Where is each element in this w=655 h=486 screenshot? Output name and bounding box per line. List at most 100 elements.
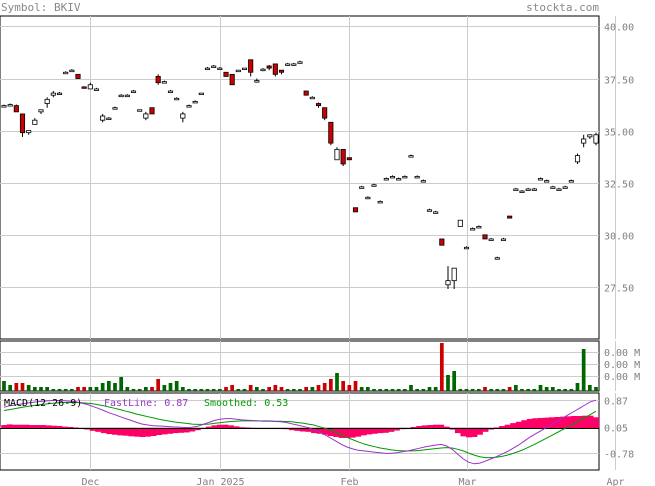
macd-histogram-bar	[443, 426, 450, 429]
volume-bar	[125, 387, 130, 391]
candle-body	[56, 92, 63, 96]
macd-histogram-bar	[12, 424, 19, 429]
macd-histogram-bar	[554, 416, 561, 429]
macd-panel	[0, 392, 600, 471]
volume-bar	[489, 389, 494, 391]
candle-body	[544, 180, 550, 183]
volume-bar	[557, 389, 561, 391]
volume-bar	[365, 387, 370, 391]
macd-histogram-bar	[228, 425, 234, 429]
volume-bar	[162, 385, 167, 391]
volume-bar	[538, 385, 543, 391]
macd-histogram-bar	[482, 428, 489, 432]
volume-bar	[217, 389, 222, 391]
candle-body	[340, 148, 346, 165]
macd-histogram-bar	[460, 428, 467, 437]
macd-histogram-bar	[239, 427, 245, 429]
volume-bar	[550, 387, 555, 391]
macd-tick-label: 0.05	[604, 424, 628, 435]
candle-body	[118, 94, 124, 98]
volume-bar	[421, 389, 426, 391]
volume-bar	[396, 389, 401, 391]
macd-histogram-bar	[410, 426, 417, 429]
macd-tick-label: -0.78	[604, 450, 634, 461]
volume-bar	[483, 387, 487, 391]
volume-bar	[205, 389, 210, 391]
volume-bar	[359, 387, 364, 391]
macd-histogram-bar	[122, 428, 129, 436]
volume-bar	[464, 389, 469, 391]
candle-body	[130, 90, 137, 93]
macd-fastline-label: FastLine: 0.87	[104, 398, 188, 409]
macd-histogram-bar	[45, 425, 52, 429]
volume-bar	[106, 381, 111, 391]
candle-body	[463, 246, 470, 250]
volume-bar	[248, 385, 253, 391]
volume-bar	[452, 371, 457, 391]
candle-body	[581, 138, 587, 144]
volume-bar	[39, 387, 43, 391]
volume-bar	[384, 389, 389, 391]
macd-histogram-bar	[377, 428, 384, 434]
macd-histogram-bar	[111, 428, 118, 435]
macd-histogram-bar	[344, 428, 351, 438]
macd-histogram-bar	[34, 425, 41, 429]
candle-body	[260, 68, 266, 72]
candle-body	[309, 96, 315, 100]
volume-bar	[45, 387, 50, 391]
volume-bar	[174, 381, 179, 391]
candle-body	[7, 104, 13, 107]
grid-lines	[0, 16, 616, 470]
candle-body	[13, 105, 19, 113]
volume-bar	[353, 381, 358, 391]
candle-body	[217, 67, 223, 70]
volume-bar	[224, 387, 228, 391]
volume-bar	[322, 383, 327, 391]
site-link[interactable]: stockta.com	[526, 1, 599, 14]
x-tick-label: Apr	[606, 477, 624, 486]
macd-histogram-bar	[100, 428, 107, 434]
candle-body	[278, 69, 285, 73]
candle-body	[389, 176, 396, 179]
macd-histogram-bar	[194, 428, 201, 431]
candle-body	[87, 84, 93, 90]
candle-body	[420, 180, 426, 183]
volume-bar	[304, 387, 309, 391]
candle-body	[328, 121, 334, 144]
macd-histogram-bar	[62, 426, 68, 429]
candle-body	[266, 65, 272, 69]
candle-body	[75, 73, 81, 79]
macd-histogram-bar	[217, 424, 223, 429]
macd-histogram-bar	[161, 428, 168, 435]
candle-body	[488, 238, 494, 241]
candle-body	[439, 238, 445, 246]
candle-body	[63, 71, 69, 75]
macd-histogram-bar	[167, 428, 174, 434]
candle-body	[346, 157, 352, 161]
volume-bar	[82, 387, 87, 391]
volume-bar	[76, 387, 80, 391]
macd-histogram-bar	[382, 428, 389, 433]
macd-histogram-bar	[183, 428, 190, 433]
macd-series	[0, 399, 600, 465]
candle-body	[297, 61, 303, 64]
x-tick-label: Feb	[340, 477, 358, 486]
macd-histogram-bar	[560, 416, 566, 429]
macd-histogram-bar	[17, 424, 24, 429]
macd-histogram-bar	[338, 428, 345, 438]
volume-bar	[113, 383, 117, 391]
candle-body	[100, 115, 106, 121]
candle-body	[291, 63, 297, 66]
volume-panel	[0, 340, 600, 392]
macd-histogram-bar	[421, 425, 428, 429]
candle-body	[568, 180, 574, 183]
volume-bar	[378, 389, 383, 391]
candle-body	[248, 59, 254, 73]
macd-histogram-bar	[23, 424, 30, 429]
volume-bar	[470, 389, 475, 391]
volume-bar	[20, 383, 25, 391]
candle-body	[155, 76, 161, 84]
candle-body	[167, 90, 174, 93]
volume-bar	[267, 387, 272, 391]
macd-histogram-bar	[510, 423, 517, 429]
